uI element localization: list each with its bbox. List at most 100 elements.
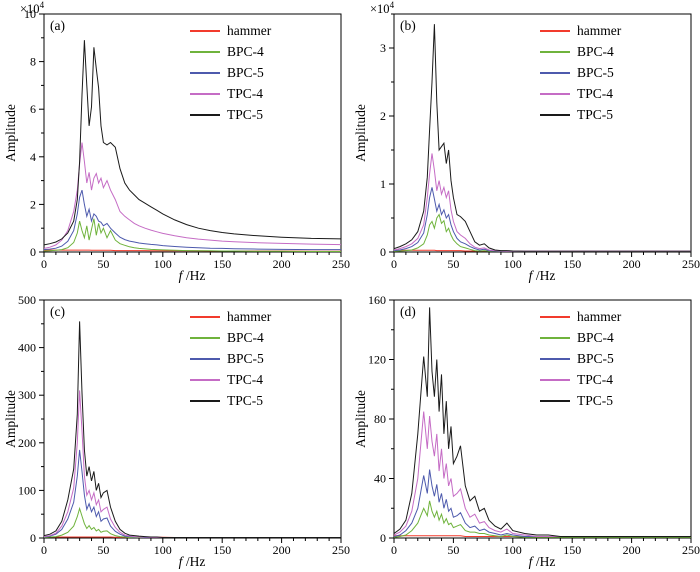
svg-text:0: 0 [41,257,47,271]
chart-canvas-a: 0 50 100 150 200 250 0 2 4 6 8 10 [0,0,350,286]
legend-item-tpc-5: TPC-5 [190,390,271,411]
legend-line-hammer [190,315,220,318]
legend-line-hammer [540,315,570,318]
legend-label: hammer [577,22,622,38]
x-axis-label: f /Hz [528,554,556,569]
svg-text:150: 150 [563,543,581,557]
legend-line-tpc-5 [190,399,220,402]
x-axis-label: f /Hz [178,554,206,569]
subplot-b: 0 50 100 150 200 250 0 1 2 3 ×104 (b) Amplitude f… [350,0,700,286]
chart-svg-c: 0 50 100 150 200 250 0 100 200 300 400 500 [18,293,350,557]
svg-text:250: 250 [682,543,700,557]
x-axis-label: f /Hz [178,268,206,283]
legend-line-hammer [190,29,220,32]
legend-label: BPC-4 [577,329,614,345]
svg-text:150: 150 [213,257,231,271]
svg-text:200: 200 [623,543,641,557]
chart-canvas-c: 0 50 100 150 200 250 0 100 200 300 400 500 [0,286,350,572]
legend-line-tpc-4 [540,378,570,381]
subplot-label: (b) [400,18,416,33]
y-axis-label: Amplitude [353,390,368,448]
legend-label: TPC-5 [577,392,614,408]
legend-item-tpc-5: TPC-5 [540,104,621,125]
y-axis-label: Amplitude [3,390,18,448]
legend: hammer BPC-4 BPC-5 TPC-4 TPC-5 [540,306,621,411]
y-scale-note: ×104 [370,0,395,17]
svg-text:50: 50 [97,543,109,557]
legend-line-bpc-5 [190,357,220,360]
svg-text:400: 400 [18,341,36,355]
subplot-c: 0 50 100 150 200 250 0 100 200 300 400 500 (c) Ampl… [0,286,350,572]
svg-text:0: 0 [41,543,47,557]
legend-item-hammer: hammer [190,20,271,41]
subplot-a: 0 50 100 150 200 250 0 2 4 6 8 10 ×104 (a) Amplitud… [0,0,350,286]
legend-line-hammer [540,29,570,32]
legend-item-bpc-5: BPC-5 [540,348,621,369]
legend-item-bpc-4: BPC-4 [540,41,621,62]
svg-text:100: 100 [154,543,172,557]
legend-line-tpc-4 [190,378,220,381]
legend-line-bpc-5 [190,71,220,74]
chart-canvas-d: 0 50 100 150 200 250 0 40 80 120 160 [350,286,700,572]
legend-label: BPC-4 [227,329,264,345]
svg-text:250: 250 [332,543,350,557]
subplot-d: 0 50 100 150 200 250 0 40 80 120 160 (d) Amplitude… [350,286,700,572]
legend-label: BPC-5 [577,350,614,366]
legend: hammer BPC-4 BPC-5 TPC-4 TPC-5 [190,20,271,125]
legend-line-bpc-5 [540,357,570,360]
svg-text:100: 100 [504,543,522,557]
legend-item-tpc-5: TPC-5 [190,104,271,125]
legend-item-hammer: hammer [540,306,621,327]
legend-item-tpc-4: TPC-4 [540,369,621,390]
legend-label: BPC-5 [577,64,614,80]
svg-text:40: 40 [374,472,386,486]
svg-text:250: 250 [682,257,700,271]
legend-label: TPC-4 [227,85,264,101]
subplot-label: (c) [50,304,65,319]
legend-line-tpc-4 [190,92,220,95]
legend-line-bpc-4 [540,336,570,339]
legend: hammer BPC-4 BPC-5 TPC-4 TPC-5 [540,20,621,125]
legend-label: TPC-4 [577,371,614,387]
legend-line-bpc-4 [540,50,570,53]
subplot-label: (a) [50,18,65,33]
svg-text:10: 10 [24,7,36,21]
legend-line-tpc-5 [540,399,570,402]
y-axis-label: Amplitude [3,104,18,162]
chart-svg-d: 0 50 100 150 200 250 0 40 80 120 160 [368,293,700,557]
legend-label: hammer [227,308,272,324]
svg-text:1: 1 [380,177,386,191]
legend-label: BPC-5 [227,350,264,366]
legend-label: hammer [227,22,272,38]
svg-text:300: 300 [18,388,36,402]
svg-text:100: 100 [504,257,522,271]
svg-text:0: 0 [30,245,36,259]
svg-text:2: 2 [380,109,386,123]
legend-label: BPC-4 [227,43,264,59]
legend-item-bpc-5: BPC-5 [540,62,621,83]
legend: hammer BPC-4 BPC-5 TPC-4 TPC-5 [190,306,271,411]
svg-text:2: 2 [30,197,36,211]
legend-item-bpc-4: BPC-4 [540,327,621,348]
legend-line-bpc-4 [190,336,220,339]
svg-text:50: 50 [447,257,459,271]
chart-canvas-b: 0 50 100 150 200 250 0 1 2 3 [350,0,700,286]
svg-text:50: 50 [97,257,109,271]
x-axis-label: f /Hz [528,268,556,283]
svg-text:250: 250 [332,257,350,271]
legend-label: TPC-4 [577,85,614,101]
svg-text:100: 100 [18,483,36,497]
svg-text:200: 200 [273,543,291,557]
y-axis-label: Amplitude [353,104,368,162]
svg-text:4: 4 [30,150,36,164]
legend-label: TPC-4 [227,371,264,387]
legend-label: TPC-5 [577,106,614,122]
legend-line-tpc-5 [540,113,570,116]
svg-text:0: 0 [380,531,386,545]
svg-text:160: 160 [368,293,386,307]
subplot-label: (d) [400,304,416,319]
legend-item-hammer: hammer [540,20,621,41]
legend-line-bpc-5 [540,71,570,74]
svg-text:200: 200 [623,257,641,271]
